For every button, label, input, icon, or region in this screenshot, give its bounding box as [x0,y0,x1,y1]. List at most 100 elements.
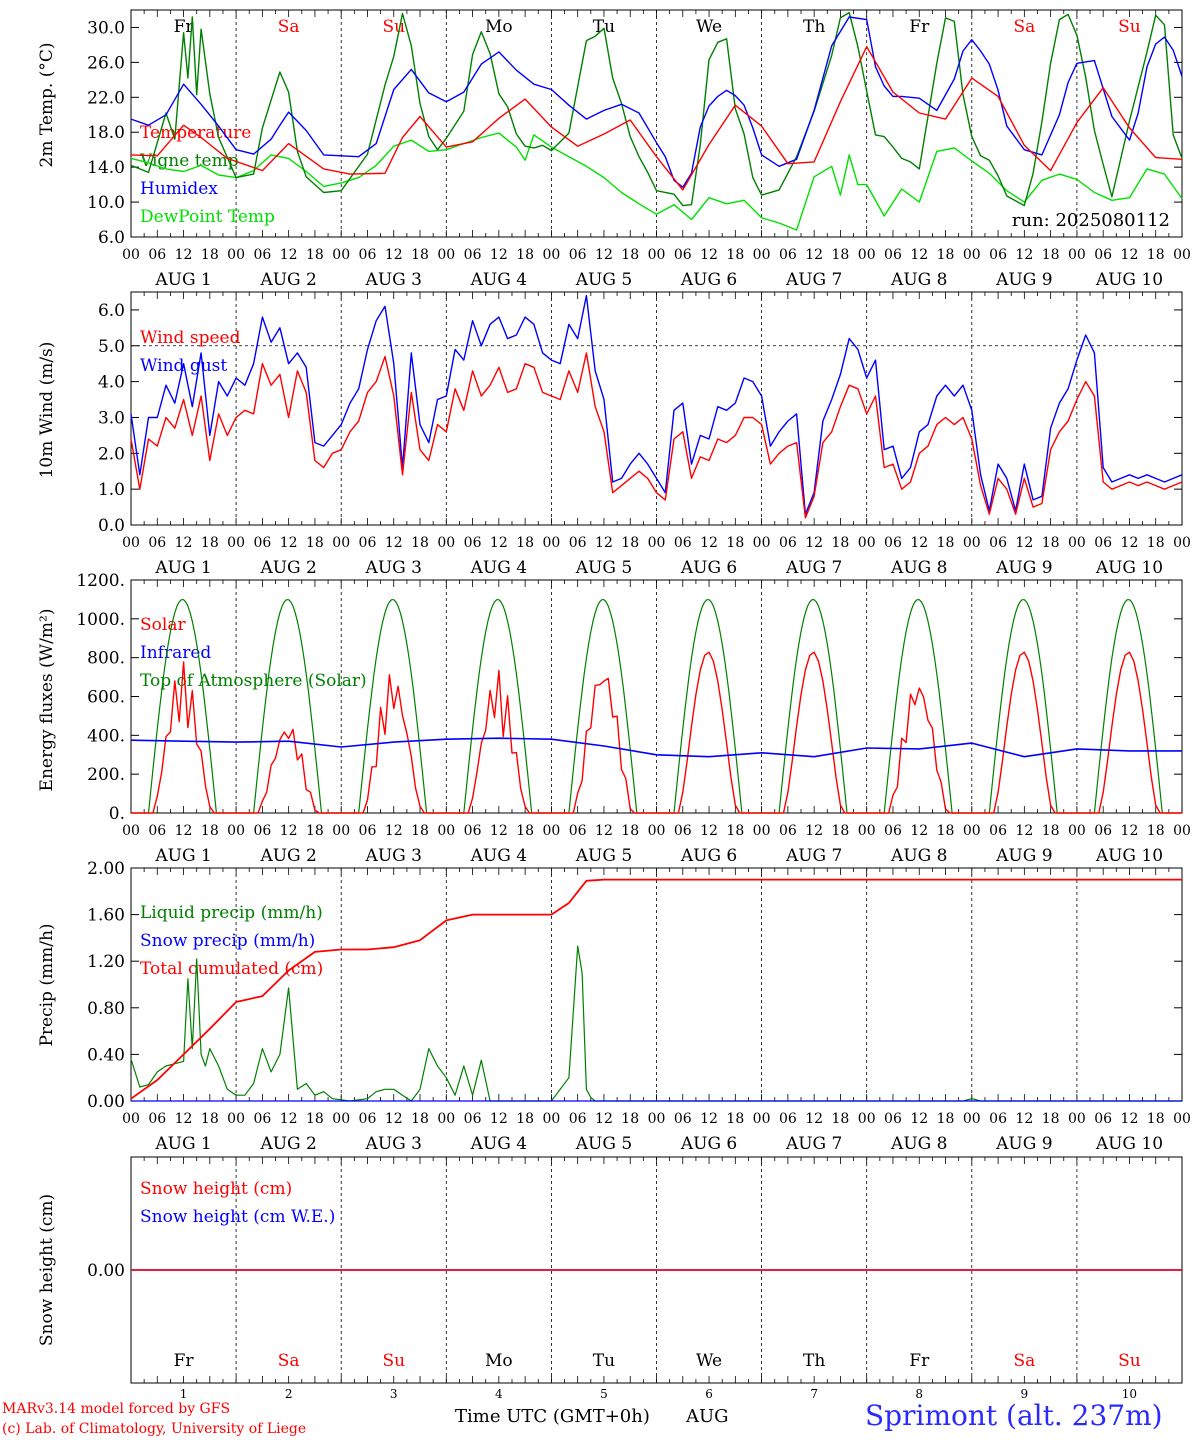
hour-label: 18 [411,1111,429,1127]
y-tick-label: 0.0 [98,516,125,536]
day-number: 4 [495,1387,503,1401]
day-number: 1 [180,1387,188,1401]
hour-label: 00 [437,535,455,551]
hour-label: 06 [359,1111,377,1127]
hour-label: 12 [910,247,928,263]
hour-label: 06 [674,823,692,839]
hour-label: 06 [464,1111,482,1127]
date-label: AUG 2 [259,270,316,290]
hour-label: 00 [227,247,245,263]
hour-label: 06 [569,1111,587,1127]
hour-label: 18 [621,1111,639,1127]
hour-label: 06 [359,247,377,263]
date-label: AUG 3 [365,846,422,866]
y-tick-label: 30.0 [87,18,125,38]
hour-label: 18 [306,823,324,839]
hour-label: 00 [1173,247,1191,263]
hour-label: 00 [332,535,350,551]
hour-label: 00 [963,823,981,839]
hour-label: 00 [122,247,140,263]
hour-label: 00 [122,535,140,551]
hour-label: 06 [253,535,271,551]
legend-entry: Wind speed [140,328,241,348]
hour-label: 00 [332,823,350,839]
y-axis-label: 10m Wind (m/s) [37,342,57,479]
day-name: We [696,17,722,37]
hour-label: 00 [542,535,560,551]
hour-label: 00 [648,823,666,839]
hour-label: 12 [1015,823,1033,839]
day-number: 9 [1021,1387,1029,1401]
date-label: AUG 6 [680,558,737,578]
hour-label: 12 [1121,247,1139,263]
day-name: Su [382,1351,405,1371]
hour-label: 18 [832,535,850,551]
legend-entry: Snow precip (mm/h) [140,931,315,951]
hour-label: 12 [490,823,508,839]
hour-label: 00 [753,535,771,551]
legend-entry: DewPoint Temp [140,207,275,227]
day-name: Sa [278,1351,300,1371]
hour-label: 06 [989,1111,1007,1127]
hour-label: 12 [490,247,508,263]
hour-label: 00 [227,1111,245,1127]
y-tick-label: 3.0 [98,408,125,428]
hour-label: 12 [805,247,823,263]
date-label: AUG 10 [1095,1134,1163,1154]
hour-label: 12 [280,823,298,839]
y-tick-label: 2.0 [98,444,125,464]
hour-label: 18 [1042,247,1060,263]
hour-label: 18 [1042,1111,1060,1127]
hour-label: 06 [1094,535,1112,551]
y-tick-label: 22.0 [87,88,125,108]
legend-entry: Humidex [140,179,218,199]
day-number: 3 [390,1387,398,1401]
day-name: Sa [1013,17,1035,37]
run-annotation: run: 2025080112 [1012,210,1170,231]
hour-label: 00 [648,535,666,551]
day-name: Mo [485,17,513,37]
hour-label: 12 [280,247,298,263]
date-label: AUG 1 [154,270,211,290]
y-tick-label: 2.00 [87,859,125,879]
hour-label: 18 [201,535,219,551]
day-name: Tu [593,1351,615,1371]
y-tick-label: 0. [109,804,125,824]
day-name: Th [803,1351,825,1371]
hour-label: 12 [700,535,718,551]
date-label: AUG 2 [259,1134,316,1154]
legend-entry: Top of Atmosphere (Solar) [140,671,367,691]
date-label: AUG 8 [890,1134,947,1154]
hour-label: 00 [648,247,666,263]
credit-line-2: (c) Lab. of Climatology, University of L… [2,1421,307,1437]
date-label: AUG 9 [995,846,1052,866]
date-label: AUG 5 [575,1134,632,1154]
y-tick-label: 18.0 [87,123,125,143]
hour-label: 18 [306,247,324,263]
series-line-total-cumulated-cm- [130,878,1182,1100]
hour-label: 06 [989,823,1007,839]
hour-label: 12 [910,823,928,839]
date-label: AUG 1 [154,1134,211,1154]
date-label: AUG 7 [785,846,842,866]
hour-label: 18 [621,247,639,263]
hour-label: 18 [201,823,219,839]
hour-label: 18 [832,823,850,839]
month-label: AUG [686,1406,729,1427]
hour-label: 18 [726,823,744,839]
hour-label: 00 [1068,823,1086,839]
y-tick-label: 1.0 [98,480,125,500]
date-label: AUG 9 [995,558,1052,578]
hour-label: 06 [1094,1111,1112,1127]
date-label: AUG 5 [575,270,632,290]
hour-label: 00 [963,1111,981,1127]
y-tick-label: 6.0 [98,301,125,321]
legend-entry: Infrared [140,643,211,663]
date-label: AUG 6 [680,270,737,290]
hour-label: 12 [280,535,298,551]
legend-entry: Vigne temp [139,151,239,171]
hour-label: 18 [726,1111,744,1127]
date-label: AUG 7 [785,270,842,290]
legend-entry: Liquid precip (mm/h) [140,903,323,923]
day-number: 10 [1122,1387,1137,1401]
